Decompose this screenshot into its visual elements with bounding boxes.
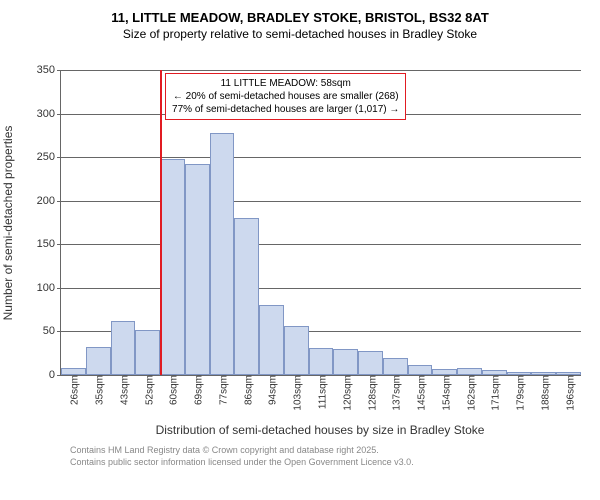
gridline: [61, 157, 581, 158]
xtick-label: 111sqm: [314, 375, 329, 409]
annotation-line: 11 LITTLE MEADOW: 58sqm: [172, 77, 399, 90]
xtick-label: 77sqm: [214, 375, 229, 405]
xtick-label: 60sqm: [165, 375, 180, 405]
xtick-label: 179sqm: [512, 375, 527, 411]
xtick-label: 35sqm: [91, 375, 106, 405]
footer-attribution: Contains HM Land Registry data © Crown c…: [70, 445, 414, 468]
xtick-label: 86sqm: [239, 375, 254, 405]
ytick-mark: [57, 288, 61, 289]
ytick-mark: [57, 201, 61, 202]
xtick-label: 43sqm: [115, 375, 130, 405]
histogram-bar: [61, 368, 86, 375]
ytick-mark: [57, 114, 61, 115]
gridline: [61, 70, 581, 71]
xtick-label: 154sqm: [437, 375, 452, 411]
plot-area: 05010015020025030035026sqm35sqm43sqm52sq…: [60, 70, 581, 376]
ytick-mark: [57, 244, 61, 245]
histogram-bar: [383, 358, 408, 375]
xtick-label: 171sqm: [487, 375, 502, 411]
ytick-mark: [57, 157, 61, 158]
histogram-bar: [210, 133, 235, 375]
histogram-bar: [457, 368, 482, 375]
xtick-label: 69sqm: [190, 375, 205, 405]
xtick-label: 162sqm: [462, 375, 477, 411]
xtick-label: 137sqm: [388, 375, 403, 411]
xtick-label: 196sqm: [561, 375, 576, 411]
gridline: [61, 201, 581, 202]
histogram-bar: [259, 305, 284, 375]
x-axis-label: Distribution of semi-detached houses by …: [60, 423, 580, 437]
histogram-bar: [408, 365, 433, 375]
histogram-bar: [160, 159, 185, 375]
histogram-bar: [333, 349, 358, 375]
histogram-bar: [234, 218, 259, 375]
annotation-box: 11 LITTLE MEADOW: 58sqm← 20% of semi-det…: [165, 73, 406, 120]
histogram-bar: [185, 164, 210, 375]
ytick-mark: [57, 70, 61, 71]
footer-line1: Contains HM Land Registry data © Crown c…: [70, 445, 414, 457]
y-axis-label: Number of semi-detached properties: [1, 125, 15, 320]
xtick-label: 128sqm: [363, 375, 378, 411]
xtick-label: 188sqm: [536, 375, 551, 411]
chart-title: 11, LITTLE MEADOW, BRADLEY STOKE, BRISTO…: [0, 0, 600, 42]
histogram-bar: [284, 326, 309, 375]
footer-line2: Contains public sector information licen…: [70, 457, 414, 469]
xtick-label: 26sqm: [66, 375, 81, 405]
histogram-bar: [111, 321, 136, 375]
histogram-bar: [135, 330, 160, 375]
annotation-line: ← 20% of semi-detached houses are smalle…: [172, 90, 399, 103]
histogram-bar: [309, 348, 334, 375]
histogram-bar: [358, 351, 383, 375]
xtick-label: 103sqm: [289, 375, 304, 411]
ytick-mark: [57, 375, 61, 376]
annotation-line: 77% of semi-detached houses are larger (…: [172, 103, 399, 116]
ytick-mark: [57, 331, 61, 332]
title-line2: Size of property relative to semi-detach…: [0, 27, 600, 43]
xtick-label: 52sqm: [140, 375, 155, 405]
xtick-label: 120sqm: [338, 375, 353, 411]
histogram-bar: [86, 347, 111, 375]
marker-line: [160, 70, 162, 375]
gridline: [61, 288, 581, 289]
xtick-label: 145sqm: [413, 375, 428, 411]
gridline: [61, 244, 581, 245]
xtick-label: 94sqm: [264, 375, 279, 405]
title-line1: 11, LITTLE MEADOW, BRADLEY STOKE, BRISTO…: [0, 10, 600, 27]
